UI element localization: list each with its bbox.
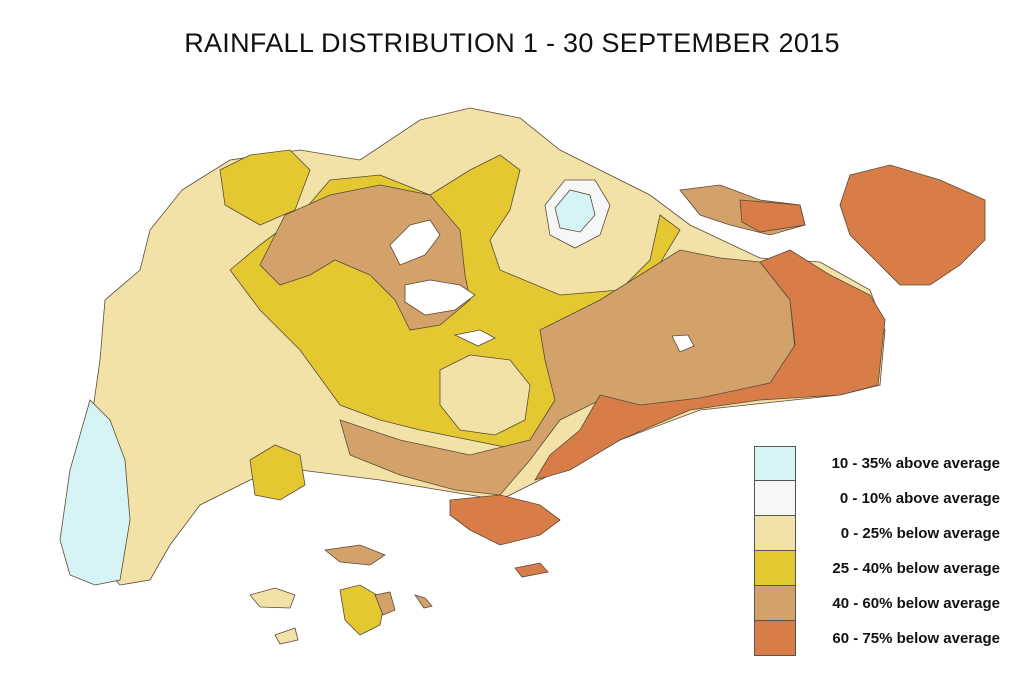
island-south-3	[324, 544, 386, 566]
zone-60-75-below-south	[449, 494, 561, 546]
zone-10-35-above	[59, 399, 131, 586]
map-title: RAINFALL DISTRIBUTION 1 - 30 SEPTEMBER 2…	[184, 28, 840, 58]
legend-item: 40 - 60% below average	[754, 586, 1000, 621]
zone-40-60-below-east	[339, 249, 796, 496]
legend-swatch	[754, 586, 796, 621]
legend-label: 40 - 60% below average	[832, 595, 1000, 612]
island-tekong	[839, 164, 986, 286]
legend-swatch	[754, 516, 796, 551]
legend: 10 - 35% above average 0 - 10% above aver…	[754, 446, 1000, 656]
island-south-6	[514, 562, 549, 578]
island-ubin-east	[739, 199, 806, 233]
legend-item: 10 - 35% above average	[754, 446, 1000, 481]
zone-25-40-below-nw	[219, 149, 311, 226]
reservoir-4	[671, 334, 695, 353]
legend-item: 0 - 25% below average	[754, 516, 1000, 551]
island-south-1	[339, 584, 386, 636]
zone-60-75-below-east	[534, 249, 886, 481]
reservoir-2	[404, 279, 476, 316]
legend-swatch	[754, 446, 796, 481]
legend-swatch	[754, 551, 796, 586]
legend-label: 60 - 75% below average	[832, 630, 1000, 647]
legend-label: 0 - 10% above average	[839, 490, 1000, 507]
island-south-7	[414, 594, 433, 609]
legend-item: 25 - 40% below average	[754, 551, 1000, 586]
legend-label: 10 - 35% above average	[831, 455, 1000, 472]
island-south-2	[374, 591, 396, 616]
legend-item: 0 - 10% above average	[754, 481, 1000, 516]
legend-label: 0 - 25% below average	[840, 525, 1000, 542]
zone-25-40-below-sw	[249, 444, 306, 501]
zone-10-35-above-ne	[554, 189, 596, 233]
legend-swatch	[754, 481, 796, 516]
island-south-4	[249, 587, 296, 609]
zone-0-25-below-inner	[439, 354, 531, 436]
legend-swatch	[754, 621, 796, 656]
legend-label: 25 - 40% below average	[832, 560, 1000, 577]
reservoir-3	[453, 329, 496, 347]
reservoir-1	[389, 219, 441, 266]
island-south-5	[274, 627, 299, 645]
legend-item: 60 - 75% below average	[754, 621, 1000, 656]
